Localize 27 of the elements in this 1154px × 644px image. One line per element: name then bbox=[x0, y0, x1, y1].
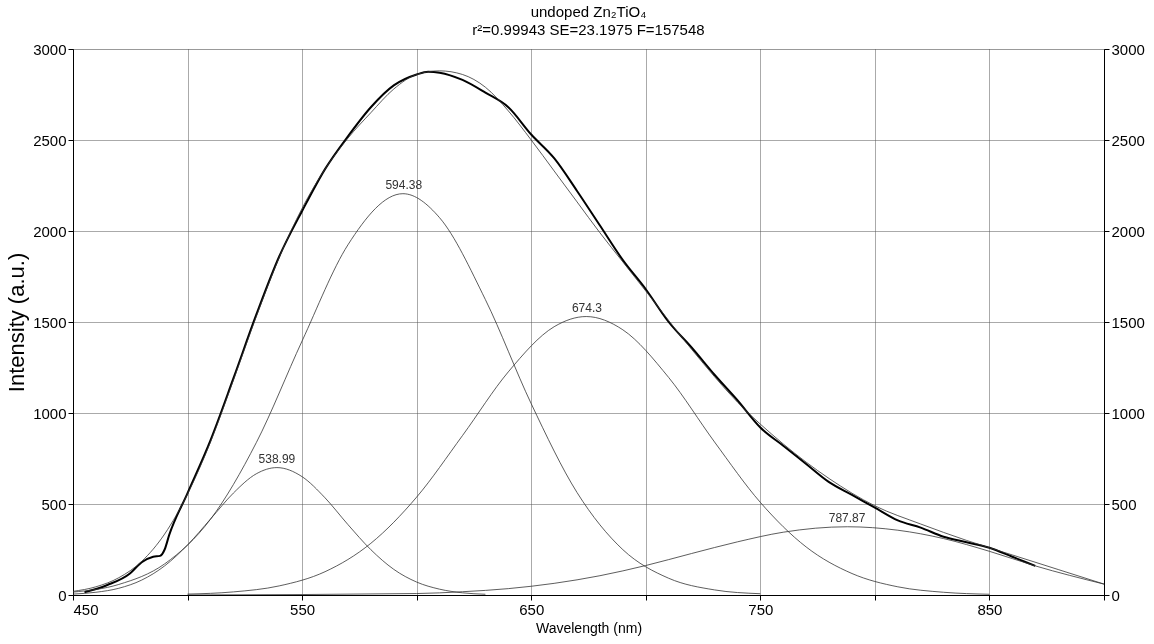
x-tick-label: 550 bbox=[290, 600, 316, 618]
y2-tick-label: 3000 bbox=[1111, 40, 1145, 58]
y-tick-label: 3000 bbox=[33, 40, 67, 58]
x-tick-label: 650 bbox=[519, 600, 545, 618]
annotation: 594.38 bbox=[385, 177, 423, 192]
y2-tick-label: 1000 bbox=[1111, 404, 1145, 422]
x-axis-title: Wavelength (nm) bbox=[535, 619, 643, 636]
y-tick-label: 1000 bbox=[33, 404, 67, 422]
x-tick-label: 750 bbox=[748, 600, 774, 618]
chart-title: undoped Zn₂TiO₄ bbox=[530, 3, 647, 20]
y2-tick-label: 1500 bbox=[1111, 313, 1145, 331]
x-tick-label: 850 bbox=[977, 600, 1003, 618]
y-tick-label: 0 bbox=[58, 586, 67, 604]
y-tick-label: 500 bbox=[41, 495, 67, 513]
y2-tick-label: 2500 bbox=[1111, 131, 1145, 149]
x-tick-label: 450 bbox=[73, 600, 99, 618]
y2-tick-label: 0 bbox=[1111, 586, 1120, 604]
chart-subtitle: r²=0.99943 SE=23.1975 F=157548 bbox=[472, 21, 705, 38]
y2-tick-label: 500 bbox=[1111, 495, 1137, 513]
annotation: 787.87 bbox=[828, 510, 866, 525]
y-tick-label: 1500 bbox=[33, 313, 67, 331]
y-tick-label: 2000 bbox=[33, 222, 67, 240]
y2-tick-label: 2000 bbox=[1111, 222, 1145, 240]
annotation: 538.99 bbox=[258, 451, 296, 466]
annotation: 674.3 bbox=[571, 300, 603, 315]
y-tick-label: 2500 bbox=[33, 131, 67, 149]
y-axis-title: Intensity (a.u.) bbox=[4, 252, 30, 393]
